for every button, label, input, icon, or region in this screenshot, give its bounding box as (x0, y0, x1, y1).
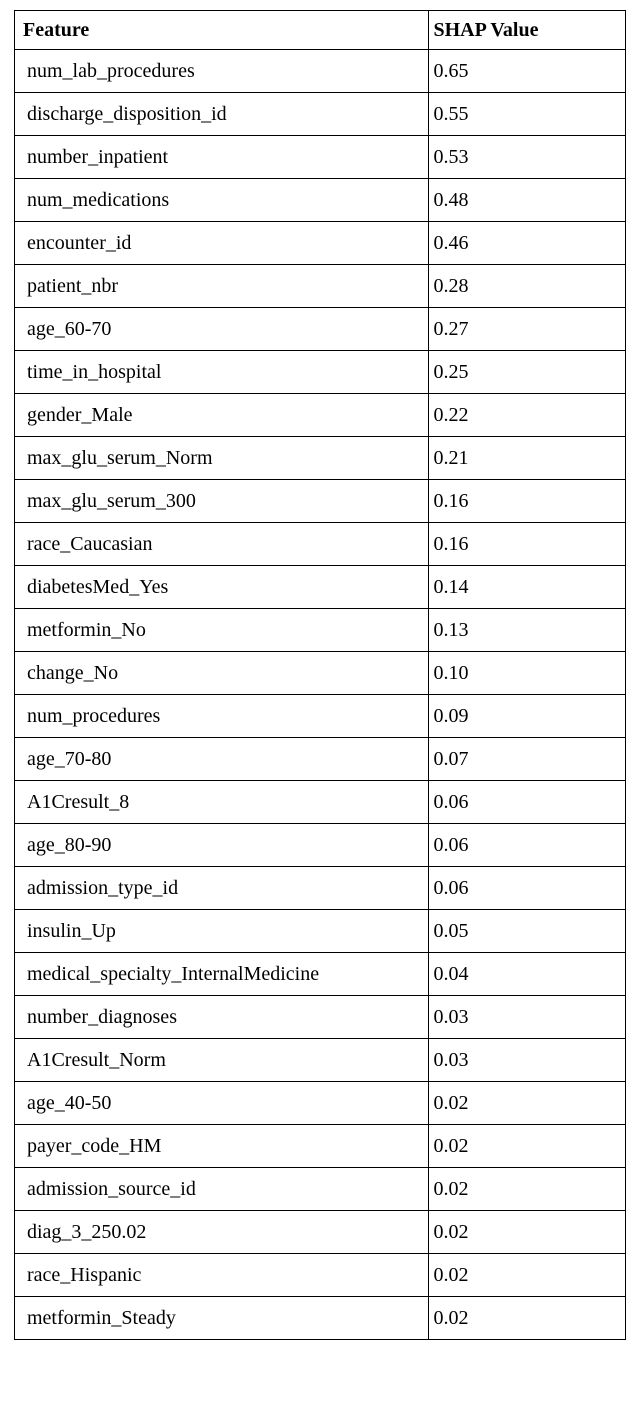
cell-shap-value: 0.46 (429, 222, 626, 265)
cell-feature: age_70-80 (15, 738, 429, 781)
table-row: max_glu_serum_Norm0.21 (15, 437, 626, 480)
table-row: A1Cresult_Norm0.03 (15, 1039, 626, 1082)
cell-feature: A1Cresult_8 (15, 781, 429, 824)
cell-feature: metformin_Steady (15, 1297, 429, 1340)
table-row: time_in_hospital0.25 (15, 351, 626, 394)
cell-shap-value: 0.06 (429, 781, 626, 824)
cell-feature: number_inpatient (15, 136, 429, 179)
table-row: metformin_No0.13 (15, 609, 626, 652)
table-row: payer_code_HM0.02 (15, 1125, 626, 1168)
cell-shap-value: 0.65 (429, 50, 626, 93)
cell-feature: gender_Male (15, 394, 429, 437)
cell-shap-value: 0.53 (429, 136, 626, 179)
cell-feature: race_Hispanic (15, 1254, 429, 1297)
table-row: diag_3_250.020.02 (15, 1211, 626, 1254)
cell-feature: discharge_disposition_id (15, 93, 429, 136)
table-row: insulin_Up0.05 (15, 910, 626, 953)
cell-feature: A1Cresult_Norm (15, 1039, 429, 1082)
cell-shap-value: 0.13 (429, 609, 626, 652)
table-row: age_70-800.07 (15, 738, 626, 781)
cell-shap-value: 0.55 (429, 93, 626, 136)
table-row: num_lab_procedures0.65 (15, 50, 626, 93)
cell-shap-value: 0.16 (429, 480, 626, 523)
table-row: medical_specialty_InternalMedicine0.04 (15, 953, 626, 996)
cell-feature: admission_type_id (15, 867, 429, 910)
cell-shap-value: 0.02 (429, 1297, 626, 1340)
table-row: admission_type_id0.06 (15, 867, 626, 910)
cell-shap-value: 0.10 (429, 652, 626, 695)
cell-shap-value: 0.07 (429, 738, 626, 781)
cell-feature: max_glu_serum_Norm (15, 437, 429, 480)
cell-feature: insulin_Up (15, 910, 429, 953)
cell-shap-value: 0.04 (429, 953, 626, 996)
header-shap-value: SHAP Value (429, 11, 626, 50)
table-row: race_Hispanic0.02 (15, 1254, 626, 1297)
cell-shap-value: 0.27 (429, 308, 626, 351)
header-feature: Feature (15, 11, 429, 50)
table-row: patient_nbr0.28 (15, 265, 626, 308)
cell-feature: num_procedures (15, 695, 429, 738)
cell-shap-value: 0.05 (429, 910, 626, 953)
cell-feature: metformin_No (15, 609, 429, 652)
cell-feature: diabetesMed_Yes (15, 566, 429, 609)
table-row: metformin_Steady0.02 (15, 1297, 626, 1340)
table-row: number_inpatient0.53 (15, 136, 626, 179)
cell-shap-value: 0.28 (429, 265, 626, 308)
cell-shap-value: 0.02 (429, 1125, 626, 1168)
cell-shap-value: 0.02 (429, 1168, 626, 1211)
cell-feature: payer_code_HM (15, 1125, 429, 1168)
cell-shap-value: 0.48 (429, 179, 626, 222)
table-row: num_medications0.48 (15, 179, 626, 222)
table-row: age_80-900.06 (15, 824, 626, 867)
shap-table: Feature SHAP Value num_lab_procedures0.6… (14, 10, 626, 1340)
table-row: num_procedures0.09 (15, 695, 626, 738)
table-body: num_lab_procedures0.65discharge_disposit… (15, 50, 626, 1340)
cell-shap-value: 0.21 (429, 437, 626, 480)
cell-feature: medical_specialty_InternalMedicine (15, 953, 429, 996)
cell-feature: time_in_hospital (15, 351, 429, 394)
table-row: admission_source_id0.02 (15, 1168, 626, 1211)
table-row: race_Caucasian0.16 (15, 523, 626, 566)
cell-shap-value: 0.22 (429, 394, 626, 437)
table-row: change_No0.10 (15, 652, 626, 695)
cell-shap-value: 0.06 (429, 824, 626, 867)
table-header-row: Feature SHAP Value (15, 11, 626, 50)
cell-feature: diag_3_250.02 (15, 1211, 429, 1254)
cell-shap-value: 0.02 (429, 1254, 626, 1297)
table-row: number_diagnoses0.03 (15, 996, 626, 1039)
cell-shap-value: 0.14 (429, 566, 626, 609)
table-row: gender_Male0.22 (15, 394, 626, 437)
table-row: A1Cresult_80.06 (15, 781, 626, 824)
cell-shap-value: 0.25 (429, 351, 626, 394)
cell-shap-value: 0.09 (429, 695, 626, 738)
cell-feature: change_No (15, 652, 429, 695)
cell-feature: race_Caucasian (15, 523, 429, 566)
cell-feature: patient_nbr (15, 265, 429, 308)
cell-shap-value: 0.03 (429, 1039, 626, 1082)
cell-shap-value: 0.16 (429, 523, 626, 566)
cell-shap-value: 0.03 (429, 996, 626, 1039)
cell-feature: age_60-70 (15, 308, 429, 351)
cell-shap-value: 0.02 (429, 1211, 626, 1254)
table-row: encounter_id0.46 (15, 222, 626, 265)
table-row: diabetesMed_Yes0.14 (15, 566, 626, 609)
cell-feature: age_80-90 (15, 824, 429, 867)
table-row: max_glu_serum_3000.16 (15, 480, 626, 523)
cell-shap-value: 0.02 (429, 1082, 626, 1125)
table-row: age_60-700.27 (15, 308, 626, 351)
cell-feature: num_medications (15, 179, 429, 222)
cell-feature: num_lab_procedures (15, 50, 429, 93)
cell-feature: number_diagnoses (15, 996, 429, 1039)
table-row: age_40-500.02 (15, 1082, 626, 1125)
cell-shap-value: 0.06 (429, 867, 626, 910)
table-row: discharge_disposition_id0.55 (15, 93, 626, 136)
cell-feature: max_glu_serum_300 (15, 480, 429, 523)
cell-feature: encounter_id (15, 222, 429, 265)
cell-feature: admission_source_id (15, 1168, 429, 1211)
cell-feature: age_40-50 (15, 1082, 429, 1125)
